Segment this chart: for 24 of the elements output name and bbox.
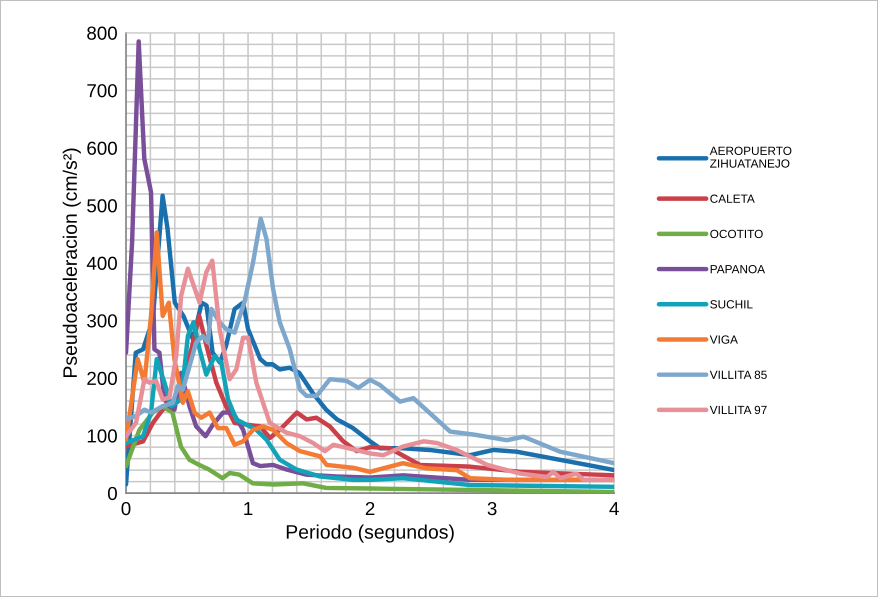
y-tick-label: 0: [108, 486, 117, 500]
y-tick-label: 600: [87, 142, 117, 155]
legend-label: SUCHIL: [710, 300, 753, 309]
legend-label: VILLITA 97: [710, 406, 767, 414]
legend-label: VILLITA 85: [710, 370, 767, 379]
x-tick-label: 1: [244, 502, 252, 516]
legend-label: CALETA: [710, 194, 755, 203]
y-tick-label: 700: [87, 84, 117, 98]
y-tick-label: 100: [88, 429, 117, 443]
x-tick-label: 0: [122, 502, 130, 516]
legend-label: AEROPUERTO ZIHUATANEJO: [710, 146, 792, 168]
y-tick-label: 800: [87, 26, 117, 40]
x-tick-label: 3: [488, 502, 497, 516]
legend-label: OCOTITO: [710, 230, 763, 238]
legend-label: VIGA: [710, 335, 738, 344]
legend-label: PAPANOA: [710, 264, 766, 274]
x-tick-label: 4: [609, 502, 619, 516]
y-tick-label: 400: [86, 256, 117, 270]
y-tick-label: 200: [87, 372, 117, 386]
x-tick-label: 2: [366, 502, 374, 516]
y-tick-label: 500: [87, 199, 117, 212]
x-axis-title: Periodo (segundos): [286, 524, 454, 543]
y-axis-title: Pseudoaceleracion (cm/s²): [62, 148, 81, 378]
y-tick-label: 300: [87, 314, 117, 328]
